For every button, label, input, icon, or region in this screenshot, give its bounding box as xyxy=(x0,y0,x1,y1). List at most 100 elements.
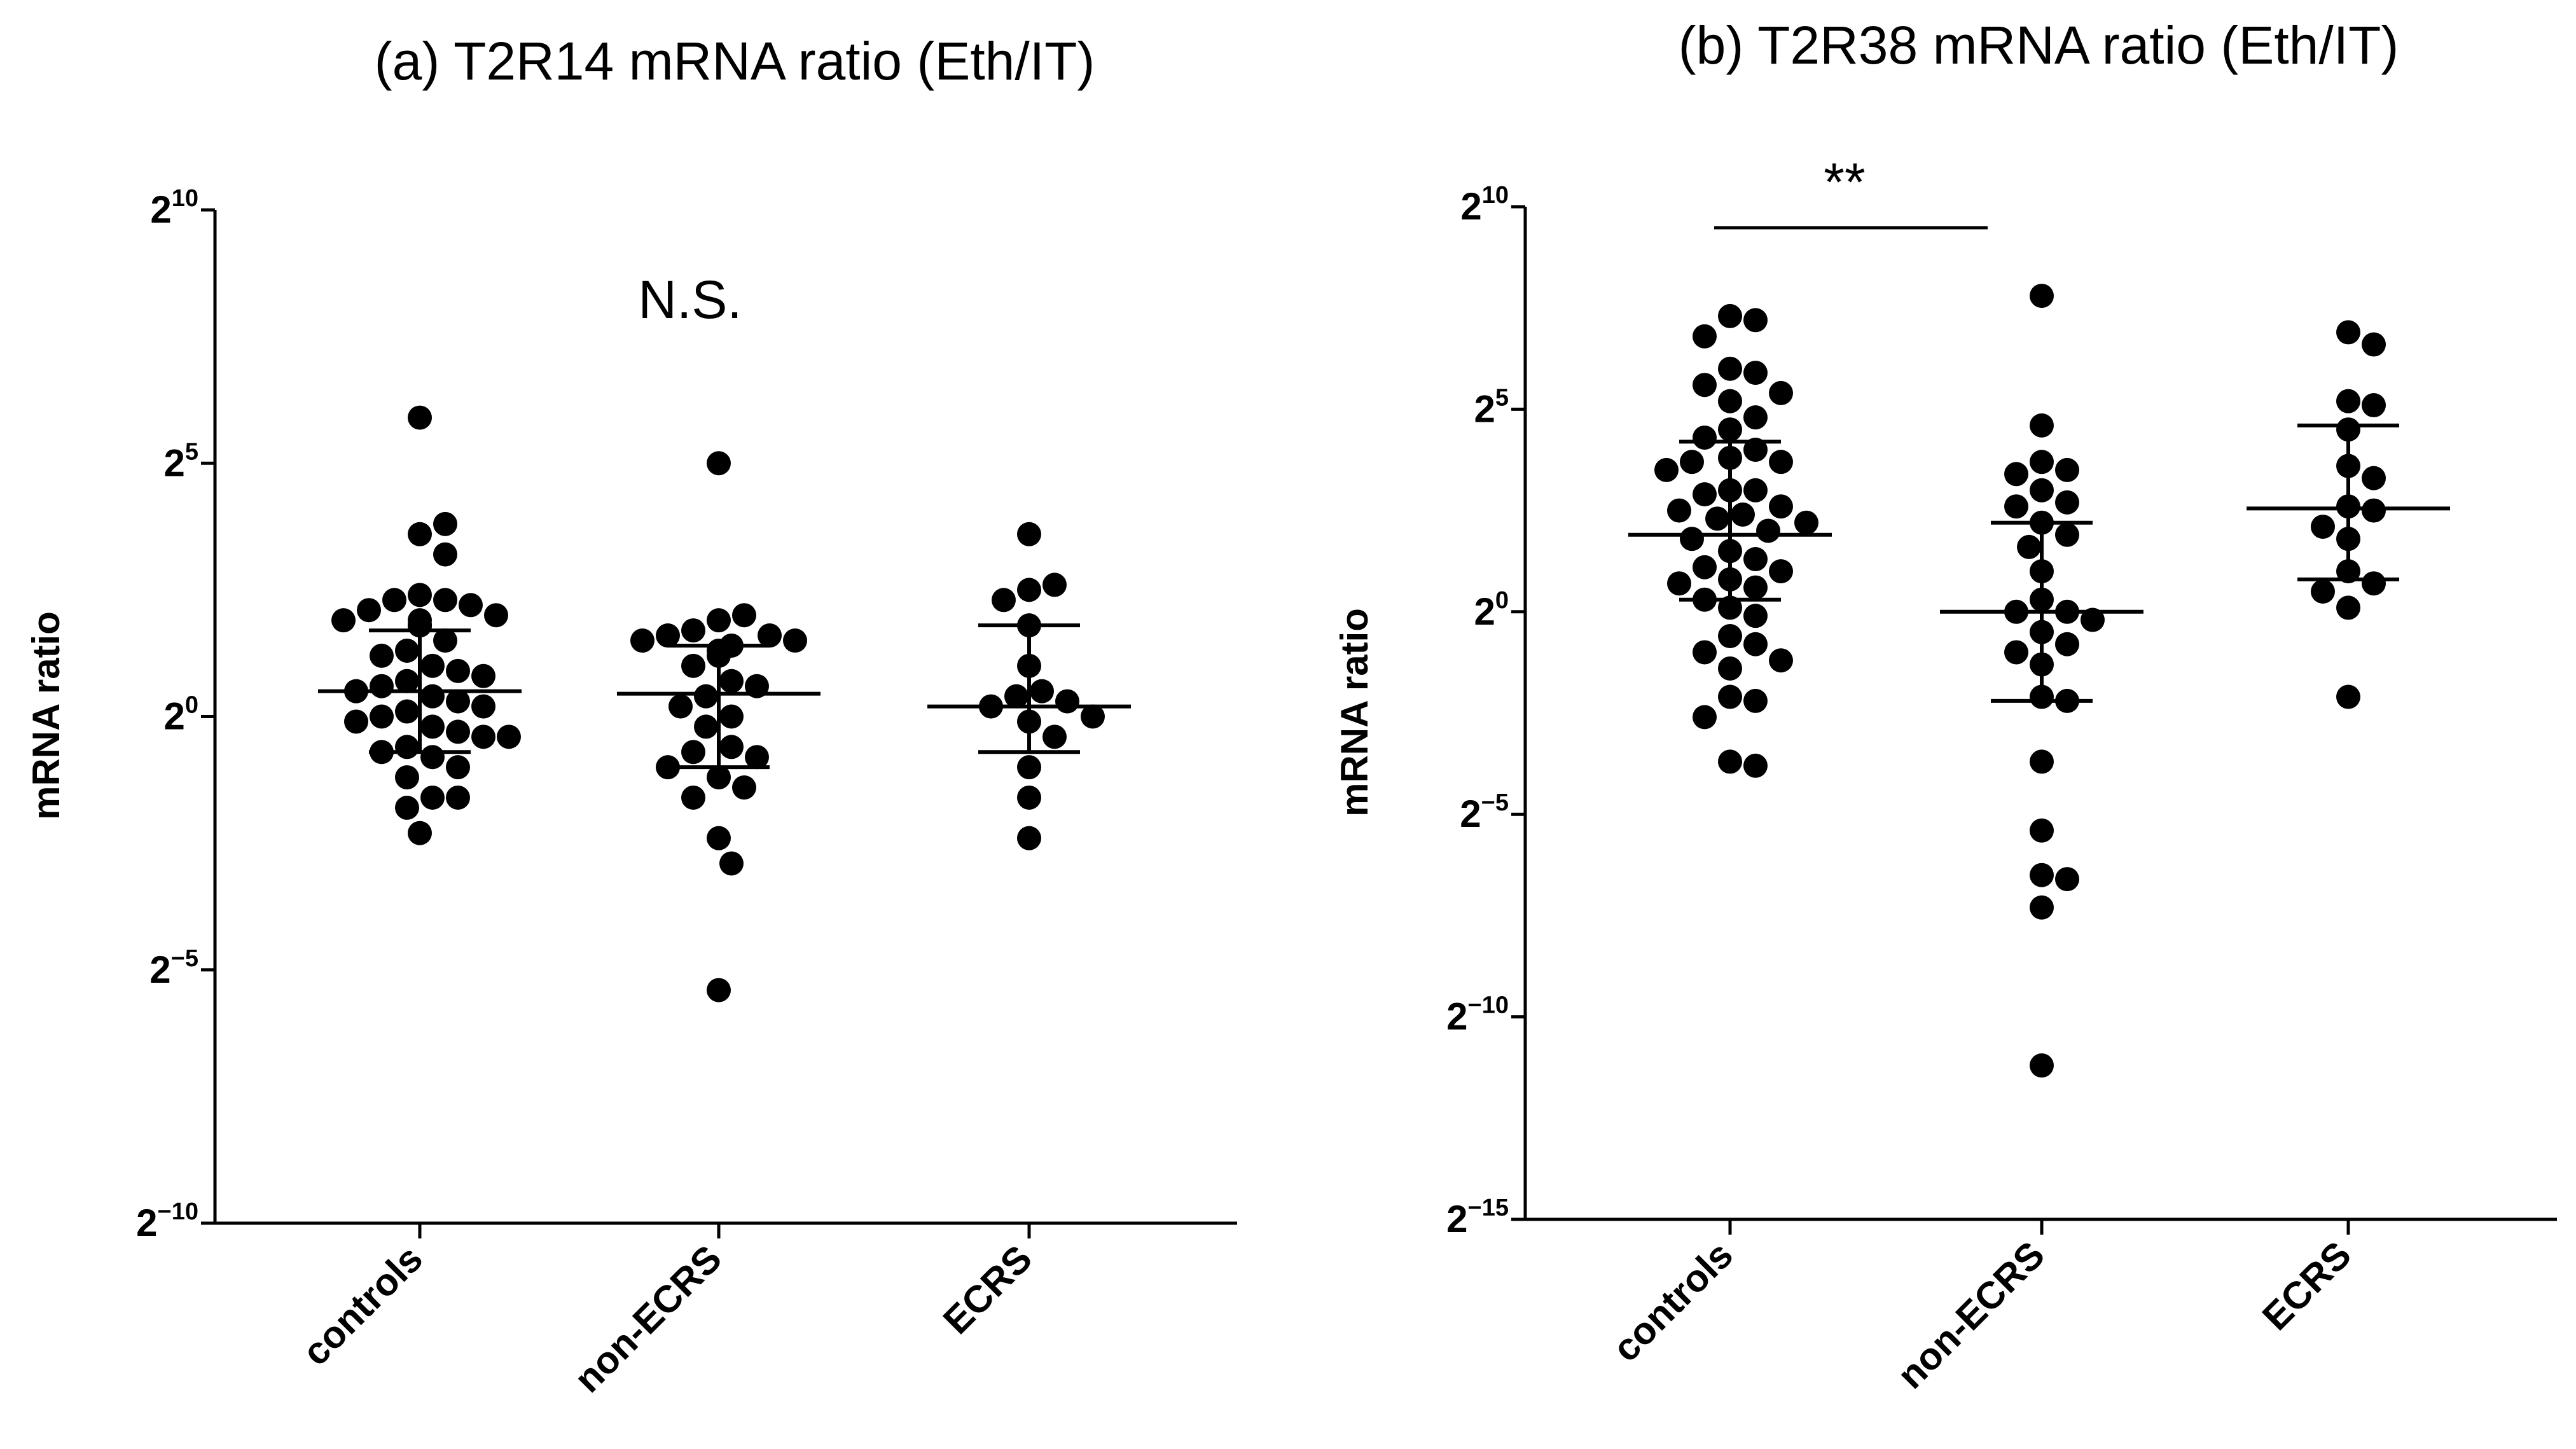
data-point xyxy=(1017,785,1041,810)
data-point xyxy=(459,593,483,618)
data-point xyxy=(1769,494,1793,519)
panel-a-plot-area: 210 25 20 2−5 2−10 controls non-ECRS ECRS xyxy=(136,185,1237,1401)
data-point xyxy=(1718,749,1742,774)
y-tick-label: 2−10 xyxy=(136,1198,198,1244)
data-point xyxy=(681,618,705,643)
data-point xyxy=(1769,450,1793,475)
panel-a-ns-annotation: N.S. xyxy=(638,270,742,329)
panel-a-t2r14: (a) T2R14 mRNA ratio (Eth/IT) mRNA ratio… xyxy=(25,31,1237,1401)
data-point xyxy=(2055,632,2079,656)
y-tick-label: 210 xyxy=(150,185,198,231)
data-point xyxy=(745,745,769,770)
data-point xyxy=(2362,393,2386,418)
data-point xyxy=(2055,867,2079,892)
data-point xyxy=(2336,320,2360,345)
series-ecrs xyxy=(927,522,1131,850)
panel-a-y-axis-label: mRNA ratio xyxy=(25,611,67,820)
data-point xyxy=(1743,753,1768,778)
data-point xyxy=(1743,405,1768,430)
data-point xyxy=(446,719,470,744)
data-point xyxy=(707,608,731,633)
data-point xyxy=(656,623,680,648)
data-point xyxy=(2055,457,2079,482)
data-point xyxy=(1743,604,1768,628)
data-point xyxy=(433,588,457,613)
data-point xyxy=(1756,518,1780,543)
data-point xyxy=(331,608,356,633)
y-tick-label: 25 xyxy=(163,438,198,484)
panel-b-plot-area: 210 25 20 2−5 2−10 2−15 controls non-ECRS ECRS xyxy=(1446,182,2557,1397)
category-label-ecrs: ECRS xyxy=(2254,1233,2359,1338)
y-tick-label: 2−15 xyxy=(1446,1195,1509,1240)
data-point xyxy=(1667,571,1691,596)
data-point xyxy=(2030,413,2054,438)
y-tick-label: 20 xyxy=(163,692,198,738)
data-point xyxy=(370,704,394,729)
data-point xyxy=(370,643,394,668)
data-point xyxy=(433,542,457,567)
category-label-non-ecrs: non-ECRS xyxy=(1889,1233,2053,1397)
data-point xyxy=(497,724,521,749)
data-point xyxy=(2030,818,2054,843)
data-point xyxy=(1004,684,1028,709)
data-point xyxy=(2030,450,2054,475)
y-tick-label: 20 xyxy=(1474,587,1509,633)
data-point xyxy=(2030,1053,2054,1078)
data-point xyxy=(1743,688,1768,713)
series-controls xyxy=(318,405,522,845)
data-point xyxy=(719,735,744,759)
category-label-controls: controls xyxy=(294,1237,431,1374)
data-point xyxy=(732,775,756,800)
series-controls xyxy=(1628,303,1832,778)
data-point xyxy=(2030,863,2054,887)
data-point xyxy=(2055,522,2079,547)
data-point xyxy=(420,745,445,770)
data-point xyxy=(732,603,756,628)
data-point xyxy=(2311,515,2335,539)
data-point xyxy=(1743,361,1768,385)
category-label-ecrs: ECRS xyxy=(935,1237,1040,1342)
data-point xyxy=(1030,679,1054,704)
data-point xyxy=(420,653,445,678)
data-point xyxy=(2362,466,2386,490)
data-point xyxy=(471,694,495,719)
data-point xyxy=(2362,332,2386,357)
data-point xyxy=(1693,373,1717,398)
data-point xyxy=(446,658,470,683)
data-point xyxy=(2055,490,2079,515)
data-point xyxy=(382,588,406,613)
data-point xyxy=(668,694,693,719)
category-label-non-ecrs: non-ECRS xyxy=(566,1237,730,1401)
data-point xyxy=(1743,308,1768,333)
data-point xyxy=(1718,684,1742,709)
data-point xyxy=(357,598,381,623)
data-point xyxy=(433,628,457,653)
data-point xyxy=(1794,510,1818,535)
data-point xyxy=(446,785,470,810)
data-point xyxy=(2311,579,2335,604)
data-point xyxy=(719,669,744,693)
series-ecrs xyxy=(2247,320,2450,709)
data-point xyxy=(2004,494,2028,519)
data-point xyxy=(1743,478,1768,503)
data-point xyxy=(681,785,705,810)
data-point xyxy=(1743,632,1768,656)
data-point xyxy=(719,704,744,729)
data-point xyxy=(1693,640,1717,665)
data-point xyxy=(484,603,508,628)
data-point xyxy=(783,628,807,653)
series-non-ecrs xyxy=(1940,284,2143,1078)
data-point xyxy=(2362,571,2386,596)
data-point xyxy=(446,689,470,714)
y-tick-label: 2−5 xyxy=(1460,789,1509,835)
data-point xyxy=(707,765,731,790)
data-point xyxy=(433,511,457,536)
data-point xyxy=(1743,547,1768,572)
data-point xyxy=(1055,689,1079,714)
data-point xyxy=(2336,595,2360,620)
data-point xyxy=(694,684,718,709)
data-point xyxy=(420,684,445,709)
data-point xyxy=(1680,450,1704,475)
data-point xyxy=(1654,457,1679,482)
data-point xyxy=(1693,705,1717,730)
